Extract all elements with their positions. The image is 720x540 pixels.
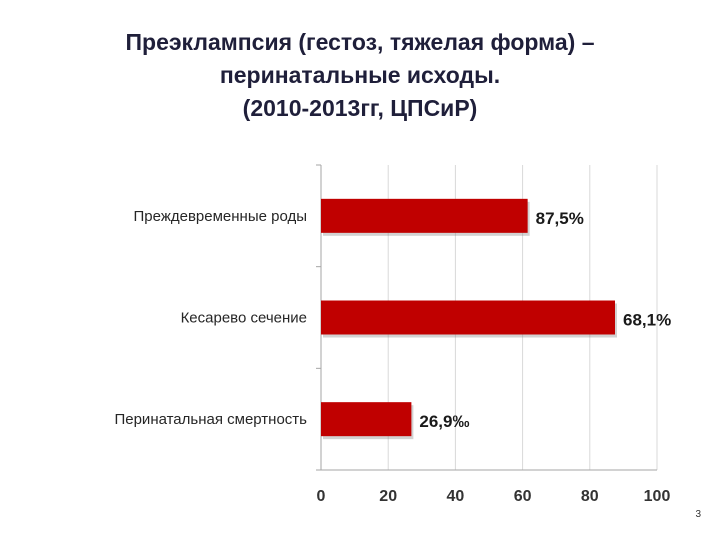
page-number: 3: [695, 509, 701, 520]
data-label: 87,5%: [536, 209, 584, 228]
title-line-1: Преэклампсия (гестоз, тяжелая форма) –: [125, 29, 595, 55]
data-label: 68,1%: [623, 311, 671, 330]
bar: [321, 402, 412, 437]
x-tick-label: 80: [581, 488, 599, 505]
x-tick-label: 100: [644, 488, 671, 505]
slide-title: Преэклампсия (гестоз, тяжелая форма) – п…: [0, 26, 720, 125]
category-label: Кесарево сечение: [181, 310, 307, 327]
x-tick-label: 60: [514, 488, 532, 505]
category-label: Преждевременные роды: [134, 208, 307, 225]
title-line-3: (2010-2013гг, ЦПСиР): [242, 95, 478, 121]
bar: [321, 198, 528, 233]
title-line-2: перинатальные исходы.: [219, 62, 501, 88]
category-label: Перинатальная смертность: [114, 411, 307, 428]
x-tick-label: 0: [317, 488, 326, 505]
x-tick-label: 40: [447, 488, 465, 505]
data-label: 26,9‰: [419, 412, 469, 431]
x-tick-label: 20: [379, 488, 397, 505]
bar: [321, 300, 615, 335]
